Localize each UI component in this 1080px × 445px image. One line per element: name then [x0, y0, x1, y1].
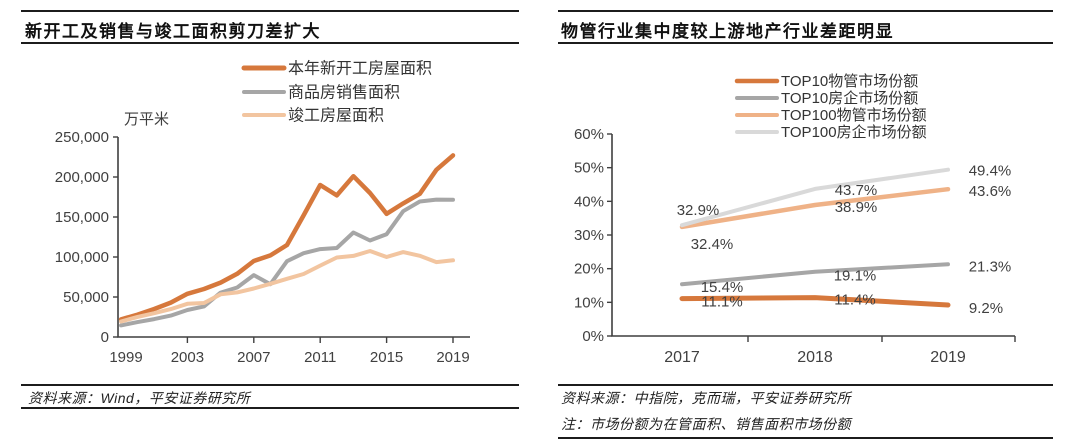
y-tick-label: 0% [582, 328, 604, 345]
data-label: 11.1% [701, 294, 742, 311]
y-tick-label: 30% [574, 227, 604, 244]
data-label: 15.4% [701, 279, 744, 296]
data-label: 43.7% [835, 182, 878, 199]
data-label: 9.2% [969, 300, 1003, 317]
data-label: 19.1% [834, 268, 877, 285]
y-tick-label: 200,000 [55, 169, 109, 186]
axes [611, 134, 1015, 337]
data-label: 32.4% [691, 236, 734, 253]
series-line [680, 262, 950, 287]
legend-item: 商品房销售面积 [242, 84, 400, 102]
legend-item: TOP100物管市场份额 [735, 107, 927, 124]
x-tick-label: 2007 [237, 349, 270, 366]
y-tick-label: 0 [101, 329, 109, 346]
left-title-bottom-rule [21, 42, 519, 44]
x-tick-label: 2011 [304, 349, 336, 366]
series-line [119, 249, 455, 324]
legend-label: TOP100物管市场份额 [781, 107, 927, 124]
y-tick-label: 50,000 [63, 289, 109, 306]
right-chart: 0% 10% 20% 30% 40% 50% 60% 2017 2018 2019 TOP10物管市… [574, 73, 1016, 366]
data-label: 11.4% [834, 292, 875, 309]
right-footnote: 注：市场份额为在管面积、销售面积市场份额 [561, 416, 851, 432]
series-line [680, 167, 950, 228]
x-tick-label: 2019 [930, 349, 966, 366]
series-line [679, 295, 951, 308]
x-tick-label: 2003 [171, 349, 204, 366]
x-tick-label: 2015 [370, 349, 403, 366]
left-footer-top-rule [21, 384, 519, 386]
legend-label: TOP10物管市场份额 [781, 73, 918, 90]
right-source-note: 资料来源：中指院，克而瑞，平安证券研究所 [561, 390, 851, 406]
data-label: 38.9% [835, 199, 878, 216]
legend-label: 商品房销售面积 [288, 84, 400, 102]
y-tick-label: 20% [574, 261, 604, 278]
right-panel-title: 物管行业集中度较上游地产行业差距明显 [561, 22, 894, 41]
y-tick-label: 100,000 [55, 249, 109, 266]
data-label: 32.9% [677, 202, 720, 219]
y-tick-label: 60% [574, 126, 604, 143]
x-tick-label: 1999 [109, 349, 142, 366]
y-tick-label: 10% [574, 294, 604, 311]
right-title-bottom-rule [558, 42, 1053, 44]
legend-label: 本年新开工房屋面积 [288, 60, 432, 78]
y-tick-label: 150,000 [55, 209, 109, 226]
left-title-top-rule [21, 10, 519, 12]
legend-item: TOP10物管市场份额 [734, 73, 918, 90]
series-line [679, 186, 951, 230]
left-panel-title: 新开工及销售与竣工面积剪刀差扩大 [25, 22, 321, 41]
data-label: 49.4% [969, 163, 1012, 180]
series-line [118, 153, 456, 322]
series-line [119, 197, 455, 328]
legend-label: 竣工房屋面积 [288, 107, 384, 125]
legend-item: 竣工房屋面积 [242, 107, 384, 125]
y-tick-label: 40% [574, 193, 604, 210]
right-footer-bottom-rule [558, 437, 1053, 439]
legend-label: TOP10房企市场份额 [781, 89, 918, 107]
legend-label: TOP100房企市场份额 [781, 123, 927, 141]
left-chart: 0 50,000 100,000 150,000 200,000 250,000 万平米 19… [55, 60, 470, 366]
x-tick-label: 2019 [436, 349, 469, 366]
right-title-top-rule [558, 10, 1053, 12]
legend-item: 本年新开工房屋面积 [241, 60, 432, 78]
y-tick-label: 50% [574, 160, 604, 177]
right-footer-top-rule [558, 384, 1053, 386]
y-axis-unit-label: 万平米 [124, 111, 169, 128]
legend-item: TOP10房企市场份额 [735, 89, 918, 107]
x-tick-label: 2018 [797, 349, 833, 366]
y-tick-label: 250,000 [55, 129, 109, 146]
data-label: 21.3% [969, 258, 1012, 275]
legend-item: TOP100房企市场份额 [735, 123, 927, 141]
x-tick-label: 2017 [664, 349, 700, 366]
left-footer-bottom-rule [21, 407, 519, 409]
left-source-note: 资料来源：Wind，平安证券研究所 [28, 390, 251, 406]
data-label: 43.6% [969, 183, 1012, 200]
